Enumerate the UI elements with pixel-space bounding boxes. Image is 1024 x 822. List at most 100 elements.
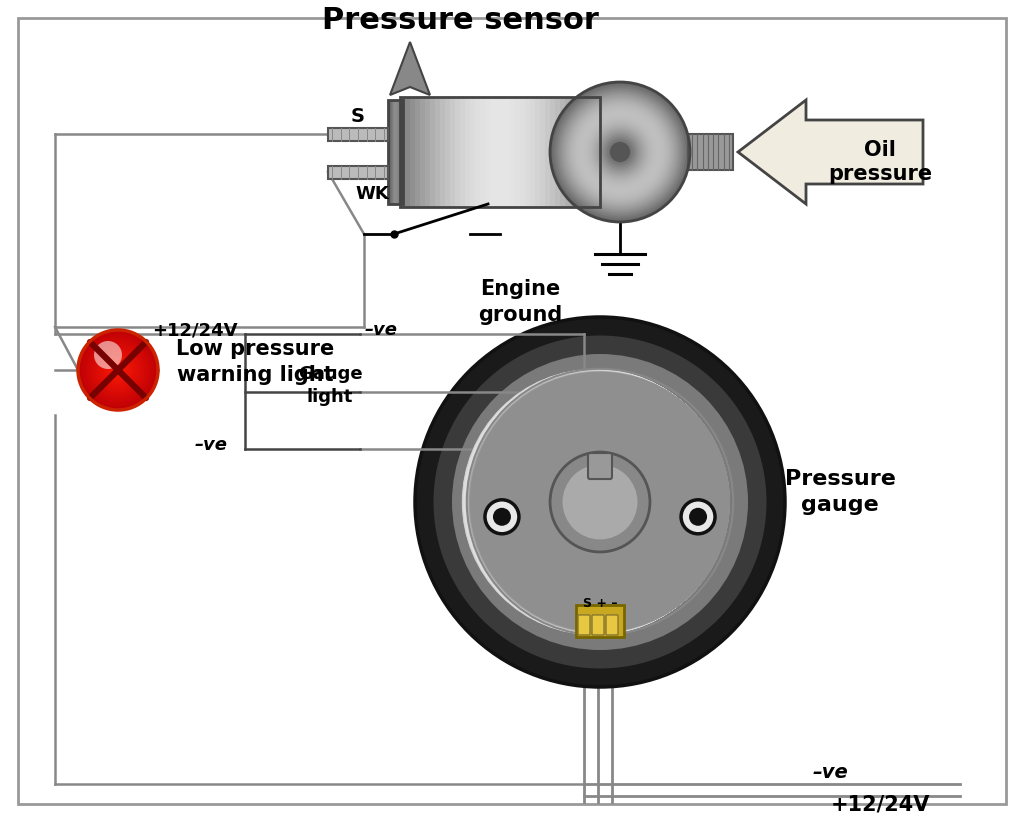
Circle shape [462, 369, 728, 635]
Circle shape [465, 370, 729, 634]
Circle shape [564, 97, 675, 207]
Text: Pressure sensor: Pressure sensor [322, 6, 598, 35]
Circle shape [558, 90, 682, 214]
Text: S: S [351, 107, 365, 126]
Bar [565, 97, 570, 207]
Bar [540, 97, 545, 207]
Text: Low pressure
warning light: Low pressure warning light [176, 339, 334, 385]
Bar [545, 97, 550, 207]
Bar [328, 127, 388, 141]
Circle shape [606, 139, 633, 165]
FancyBboxPatch shape [606, 615, 618, 635]
Circle shape [596, 128, 644, 176]
Text: WK: WK [355, 185, 389, 203]
Circle shape [94, 346, 142, 394]
Text: Gauge
light: Gauge light [298, 366, 362, 405]
Bar [328, 165, 388, 178]
Bar [560, 97, 565, 207]
Circle shape [464, 369, 728, 635]
FancyBboxPatch shape [588, 453, 612, 479]
Bar [510, 97, 515, 207]
Bar [388, 99, 403, 204]
Bar [460, 97, 465, 207]
Bar [425, 97, 430, 207]
Circle shape [452, 354, 748, 650]
Circle shape [467, 371, 729, 633]
Bar [515, 97, 520, 207]
Circle shape [550, 452, 650, 552]
Circle shape [466, 371, 729, 634]
Circle shape [116, 367, 121, 372]
Circle shape [114, 366, 122, 374]
Bar [580, 97, 585, 207]
Circle shape [465, 370, 729, 634]
Circle shape [468, 372, 730, 633]
Text: Engine
ground: Engine ground [478, 279, 562, 325]
Circle shape [117, 368, 120, 372]
Circle shape [562, 95, 678, 210]
Circle shape [470, 372, 730, 632]
Circle shape [113, 365, 123, 376]
Circle shape [87, 339, 148, 400]
Circle shape [463, 369, 728, 635]
Circle shape [573, 105, 667, 199]
Bar [585, 97, 590, 207]
Circle shape [415, 317, 785, 687]
Circle shape [580, 112, 660, 192]
Bar [415, 97, 420, 207]
Polygon shape [738, 100, 923, 204]
Bar [435, 97, 440, 207]
Circle shape [469, 372, 730, 633]
Circle shape [588, 120, 652, 184]
Circle shape [578, 109, 663, 195]
Circle shape [91, 344, 144, 397]
Bar [570, 97, 575, 207]
Circle shape [610, 142, 630, 162]
Bar [575, 97, 580, 207]
Circle shape [89, 340, 147, 399]
Circle shape [468, 372, 729, 633]
Circle shape [466, 370, 729, 634]
Circle shape [469, 372, 730, 632]
Circle shape [689, 508, 707, 526]
Circle shape [463, 369, 728, 635]
Circle shape [468, 371, 729, 633]
Circle shape [466, 371, 729, 634]
Text: S + –: S + – [583, 598, 617, 611]
Circle shape [582, 113, 658, 191]
Bar [450, 97, 455, 207]
Circle shape [569, 101, 671, 203]
Bar [475, 97, 480, 207]
Circle shape [681, 500, 715, 533]
Circle shape [556, 88, 684, 215]
Text: –ve: –ve [812, 763, 848, 782]
Text: +12/24V: +12/24V [153, 321, 238, 339]
Circle shape [552, 84, 688, 220]
Circle shape [467, 371, 729, 633]
Bar [520, 97, 525, 207]
Circle shape [86, 338, 150, 402]
Circle shape [90, 342, 146, 398]
Circle shape [571, 103, 669, 201]
FancyBboxPatch shape [592, 615, 604, 635]
Bar [480, 97, 485, 207]
Bar [490, 97, 495, 207]
Circle shape [567, 99, 673, 206]
Bar [495, 97, 500, 207]
Bar [550, 97, 555, 207]
Bar [406, 97, 410, 207]
Circle shape [85, 337, 152, 404]
Circle shape [465, 370, 729, 634]
Bar [440, 97, 445, 207]
Circle shape [78, 330, 158, 410]
Bar [525, 97, 530, 207]
Bar [465, 97, 470, 207]
Text: Oil
pressure: Oil pressure [828, 141, 932, 183]
Circle shape [462, 369, 728, 635]
Circle shape [600, 132, 640, 172]
Bar [688, 134, 733, 170]
Bar [470, 97, 475, 207]
Bar [430, 97, 435, 207]
Circle shape [560, 93, 680, 211]
Polygon shape [390, 42, 430, 95]
